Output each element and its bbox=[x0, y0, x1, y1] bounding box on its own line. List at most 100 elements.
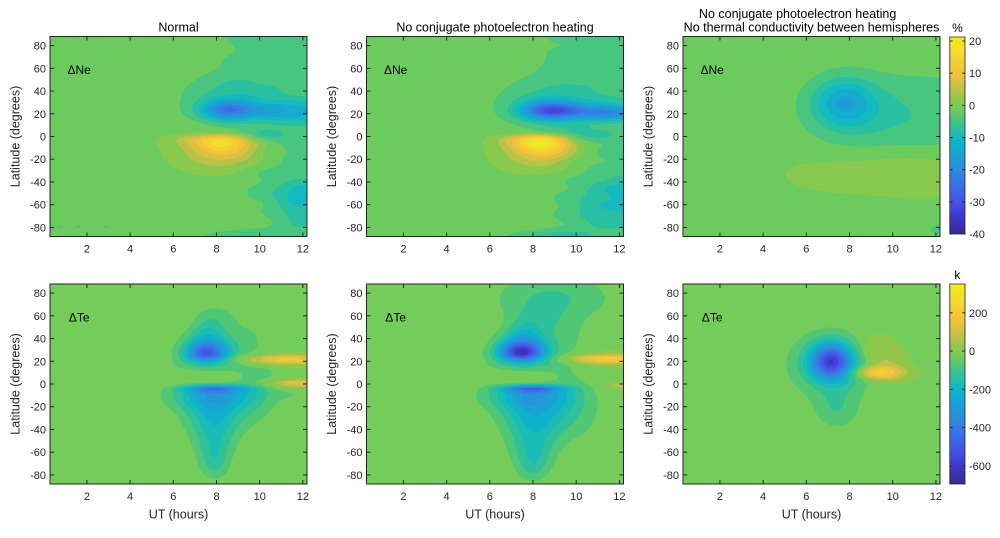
svg-text:60: 60 bbox=[350, 63, 362, 75]
svg-text:-600: -600 bbox=[969, 461, 991, 473]
svg-text:Latitude (degrees): Latitude (degrees) bbox=[9, 333, 23, 434]
svg-text:-60: -60 bbox=[30, 447, 46, 459]
svg-text:-10: -10 bbox=[969, 132, 985, 144]
svg-text:-20: -20 bbox=[663, 402, 679, 414]
svg-text:60: 60 bbox=[667, 63, 679, 75]
svg-text:-40: -40 bbox=[347, 424, 363, 436]
svg-text:-30: -30 bbox=[969, 197, 985, 209]
svg-text:6: 6 bbox=[170, 243, 176, 255]
svg-text:-40: -40 bbox=[30, 424, 46, 436]
svg-text:UT (hours): UT (hours) bbox=[782, 507, 842, 521]
svg-text:20: 20 bbox=[667, 356, 679, 368]
svg-text:0: 0 bbox=[40, 379, 46, 391]
svg-text:6: 6 bbox=[487, 491, 493, 503]
svg-text:12: 12 bbox=[297, 491, 309, 503]
svg-text:No thermal conductivity betwee: No thermal conductivity between hemisphe… bbox=[684, 21, 940, 35]
svg-text:12: 12 bbox=[613, 491, 625, 503]
svg-text:40: 40 bbox=[667, 334, 679, 346]
svg-text:ΔNe: ΔNe bbox=[700, 63, 724, 77]
svg-text:-20: -20 bbox=[969, 165, 985, 177]
svg-text:Normal: Normal bbox=[158, 21, 198, 35]
svg-text:60: 60 bbox=[350, 311, 362, 323]
svg-text:20: 20 bbox=[34, 356, 46, 368]
svg-text:40: 40 bbox=[350, 86, 362, 98]
svg-text:k: k bbox=[954, 268, 961, 282]
svg-text:60: 60 bbox=[667, 311, 679, 323]
svg-text:No conjugate photoelectron hea: No conjugate photoelectron heating bbox=[396, 21, 593, 35]
svg-text:2: 2 bbox=[84, 243, 90, 255]
svg-text:4: 4 bbox=[444, 243, 450, 255]
svg-text:8: 8 bbox=[530, 243, 536, 255]
svg-text:ΔTe: ΔTe bbox=[702, 310, 723, 324]
svg-text:10: 10 bbox=[254, 243, 266, 255]
svg-text:Latitude (degrees): Latitude (degrees) bbox=[9, 86, 23, 187]
svg-text:-60: -60 bbox=[347, 447, 363, 459]
svg-text:-80: -80 bbox=[30, 222, 46, 234]
svg-text:%: % bbox=[952, 21, 963, 35]
svg-text:12: 12 bbox=[930, 243, 942, 255]
svg-text:200: 200 bbox=[969, 308, 987, 320]
svg-text:0: 0 bbox=[356, 131, 362, 143]
svg-text:-20: -20 bbox=[347, 154, 363, 166]
svg-text:UT (hours): UT (hours) bbox=[149, 507, 209, 521]
svg-text:0: 0 bbox=[969, 346, 975, 358]
svg-text:12: 12 bbox=[613, 243, 625, 255]
svg-text:ΔTe: ΔTe bbox=[69, 310, 90, 324]
svg-text:10: 10 bbox=[570, 243, 582, 255]
svg-text:8: 8 bbox=[213, 243, 219, 255]
svg-text:-60: -60 bbox=[663, 447, 679, 459]
svg-text:-20: -20 bbox=[347, 402, 363, 414]
svg-text:20: 20 bbox=[667, 109, 679, 121]
svg-text:2: 2 bbox=[400, 491, 406, 503]
svg-text:0: 0 bbox=[673, 131, 679, 143]
svg-text:80: 80 bbox=[350, 288, 362, 300]
svg-text:-60: -60 bbox=[30, 200, 46, 212]
svg-text:10: 10 bbox=[887, 243, 899, 255]
svg-text:20: 20 bbox=[350, 109, 362, 121]
svg-text:4: 4 bbox=[444, 491, 450, 503]
svg-text:-20: -20 bbox=[30, 154, 46, 166]
svg-text:-40: -40 bbox=[663, 177, 679, 189]
svg-text:4: 4 bbox=[127, 491, 133, 503]
svg-text:80: 80 bbox=[350, 41, 362, 53]
svg-text:12: 12 bbox=[297, 243, 309, 255]
svg-text:-20: -20 bbox=[663, 154, 679, 166]
svg-text:40: 40 bbox=[34, 86, 46, 98]
svg-text:0: 0 bbox=[40, 131, 46, 143]
svg-text:2: 2 bbox=[400, 243, 406, 255]
svg-text:Latitude (degrees): Latitude (degrees) bbox=[325, 86, 339, 187]
svg-text:20: 20 bbox=[350, 356, 362, 368]
svg-text:Latitude (degrees): Latitude (degrees) bbox=[325, 333, 339, 434]
svg-text:8: 8 bbox=[530, 491, 536, 503]
svg-text:4: 4 bbox=[127, 243, 133, 255]
svg-text:8: 8 bbox=[846, 243, 852, 255]
svg-text:-60: -60 bbox=[347, 200, 363, 212]
svg-text:80: 80 bbox=[667, 41, 679, 53]
svg-text:2: 2 bbox=[84, 491, 90, 503]
svg-text:12: 12 bbox=[930, 491, 942, 503]
svg-text:4: 4 bbox=[760, 491, 766, 503]
svg-text:80: 80 bbox=[667, 288, 679, 300]
svg-text:8: 8 bbox=[213, 491, 219, 503]
svg-text:-200: -200 bbox=[969, 384, 991, 396]
svg-text:UT (hours): UT (hours) bbox=[465, 507, 525, 521]
svg-text:0: 0 bbox=[673, 379, 679, 391]
svg-text:-80: -80 bbox=[347, 470, 363, 482]
svg-text:-400: -400 bbox=[969, 423, 991, 435]
svg-text:-40: -40 bbox=[663, 424, 679, 436]
svg-text:20: 20 bbox=[969, 36, 981, 48]
svg-text:40: 40 bbox=[34, 334, 46, 346]
svg-text:0: 0 bbox=[356, 379, 362, 391]
svg-text:4: 4 bbox=[760, 243, 766, 255]
svg-text:2: 2 bbox=[717, 243, 723, 255]
svg-text:6: 6 bbox=[487, 243, 493, 255]
svg-text:6: 6 bbox=[803, 243, 809, 255]
svg-text:60: 60 bbox=[34, 311, 46, 323]
svg-text:80: 80 bbox=[34, 288, 46, 300]
svg-text:-40: -40 bbox=[30, 177, 46, 189]
svg-text:40: 40 bbox=[667, 86, 679, 98]
svg-text:-40: -40 bbox=[969, 229, 985, 241]
svg-text:-80: -80 bbox=[30, 470, 46, 482]
svg-text:No conjugate photoelectron hea: No conjugate photoelectron heating bbox=[699, 7, 896, 21]
svg-text:6: 6 bbox=[170, 491, 176, 503]
